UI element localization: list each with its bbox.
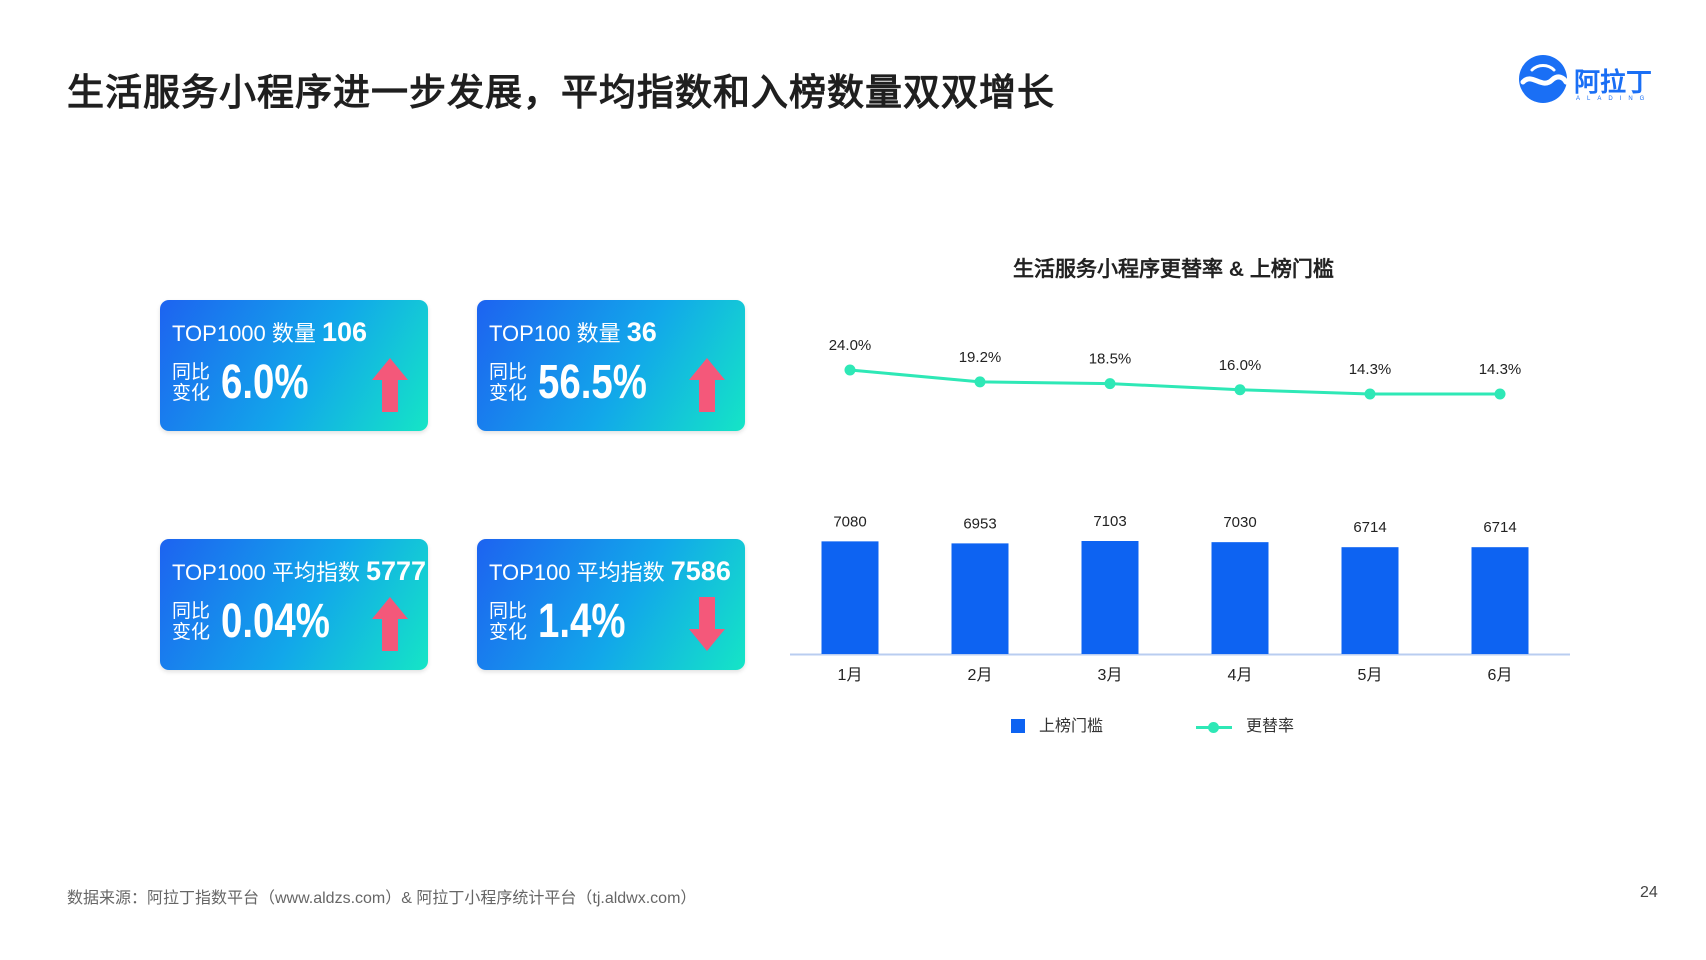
bar [1211,542,1269,654]
bar-data-label: 6714 [1353,519,1386,536]
x-tick-label: 2月 [968,667,993,684]
kpi-value: 7586 [670,556,731,586]
bar [1341,547,1399,654]
line-data-label: 18.5% [1089,351,1132,368]
logo: 阿拉丁 ALADING [1518,54,1668,106]
bar-data-label: 7080 [833,513,866,530]
kpi-card-top100-count: TOP100 数量 36 同比变化 56.5% [477,300,745,431]
line-series [849,368,1500,396]
line-data-label: 14.3% [1349,361,1392,378]
kpi-percent: 1.4% [538,595,626,648]
line-point [1494,388,1506,400]
kpi-percent: 0.04% [221,595,330,648]
legend-item-line: 更替率 [1196,712,1294,736]
page-number: 24 [1640,884,1658,901]
kpi-value: 5777 [366,556,427,586]
data-source: 数据来源：阿拉丁指数平台（www.aldzs.com）& 阿拉丁小程序统计平台（… [67,890,697,907]
logo-name: 阿拉丁 [1574,67,1653,97]
legend-bar-label: 上榜门槛 [1039,718,1104,735]
bar [1081,541,1139,654]
kpi-card-top100-index: TOP100 平均指数 7586 同比变化 1.4% [477,539,745,670]
kpi-label: 同比变化 [489,601,528,643]
line-data-label: 19.2% [959,349,1002,366]
kpi-value: 106 [322,317,368,347]
line-data-label: 16.0% [1219,357,1262,374]
legend-item-bar: 上榜门槛 [1011,712,1103,736]
kpi-card-top1000-count: TOP1000 数量 106 同比变化 6.0% [160,300,428,431]
x-tick-label: 5月 [1358,667,1383,684]
x-tick-label: 6月 [1488,667,1513,684]
x-tick-label: 3月 [1098,667,1123,684]
up-arrow-icon [372,597,408,651]
bar [1471,547,1529,654]
line-point [1104,378,1116,390]
kpi-label: 同比变化 [489,362,528,404]
kpi-head: TOP100 数量 [489,321,627,346]
kpi-head: TOP1000 平均指数 [172,560,366,585]
line-point [1234,384,1246,396]
line-data-label: 14.3% [1479,361,1522,378]
line-point [844,364,856,376]
logo-mark-icon [1519,55,1569,103]
kpi-percent: 56.5% [538,356,647,409]
kpi-label: 同比变化 [172,601,211,643]
logo-sub: ALADING [1576,96,1652,102]
kpi-percent: 6.0% [221,356,309,409]
bar [951,543,1009,654]
combo-chart: 7080 1月 6953 2月 7103 3月 7030 4月 6714 5月 6714 6月 24.0… [790,337,1570,684]
kpi-head: TOP100 平均指数 [489,560,671,585]
legend-line-swatch [1196,720,1232,734]
bar-data-label: 7103 [1093,513,1126,530]
line-data-label: 24.0% [829,337,872,354]
line-point [1364,388,1376,400]
up-arrow-icon [689,358,725,412]
kpi-label: 同比变化 [172,362,211,404]
bar [821,541,879,654]
x-tick-label: 1月 [838,667,863,684]
bar-data-label: 6953 [963,515,996,532]
x-tick-label: 4月 [1228,667,1253,684]
kpi-head: TOP1000 数量 [172,321,322,346]
up-arrow-icon [372,358,408,412]
kpi-card-top1000-index: TOP1000 平均指数 5777 同比变化 0.04% [160,539,428,670]
down-arrow-icon [689,597,725,651]
line-point [974,376,986,388]
bar-data-label: 6714 [1483,519,1516,536]
kpi-value: 36 [626,317,657,347]
legend-bar-swatch [1011,719,1025,733]
legend-line-label: 更替率 [1246,718,1295,735]
page-title: 生活服务小程序进一步发展，平均指数和入榜数量双双增长 [67,72,1055,113]
bar-data-label: 7030 [1223,514,1256,531]
chart-title: 生活服务小程序更替率 & 上榜门槛 [1013,258,1334,281]
